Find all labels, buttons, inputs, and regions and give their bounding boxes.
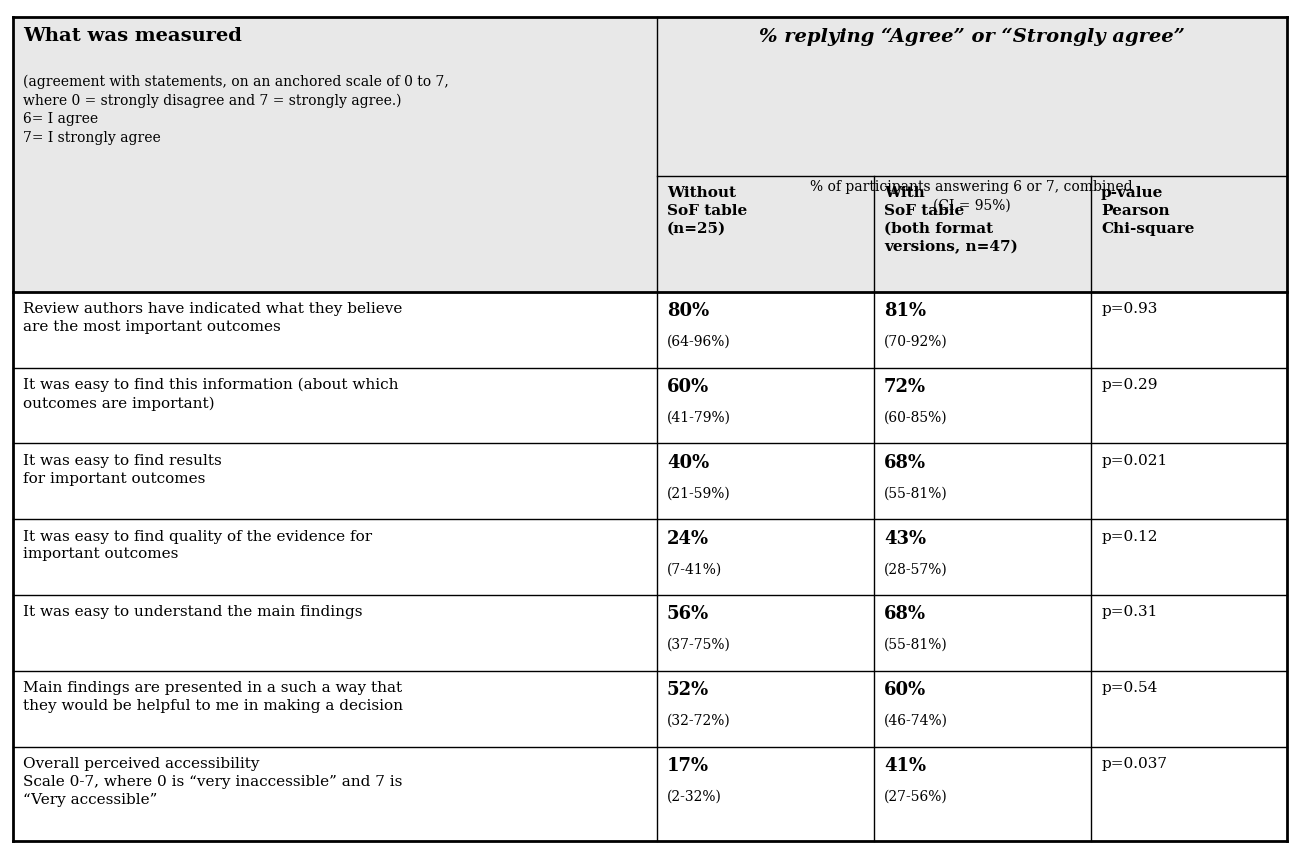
Text: (46-74%): (46-74%) [884,714,948,728]
Text: p=0.29: p=0.29 [1101,378,1157,392]
Text: Overall perceived accessibility
Scale 0-7, where 0 is “very inaccessible” and 7 : Overall perceived accessibility Scale 0-… [23,758,403,807]
Text: 68%: 68% [884,606,926,624]
Text: p=0.31: p=0.31 [1101,606,1157,619]
Text: Without
SoF table
(n=25): Without SoF table (n=25) [667,186,747,236]
Text: 43%: 43% [884,529,926,547]
Text: It was easy to understand the main findings: It was easy to understand the main findi… [23,606,363,619]
Text: (28-57%): (28-57%) [884,562,948,577]
Text: (70-92%): (70-92%) [884,335,948,348]
Text: It was easy to find results
for important outcomes: It was easy to find results for importan… [23,454,222,486]
Text: (21-59%): (21-59%) [667,486,731,500]
Text: (41-79%): (41-79%) [667,410,731,425]
Text: (60-85%): (60-85%) [884,410,948,425]
Text: % of participants answering 6 or 7, combined
(CI = 95%): % of participants answering 6 or 7, comb… [810,180,1134,213]
Text: (7-41%): (7-41%) [667,562,723,577]
Text: (agreement with statements, on an anchored scale of 0 to 7,
where 0 = strongly d: (agreement with statements, on an anchor… [23,75,450,145]
Text: 68%: 68% [884,454,926,472]
Text: (32-72%): (32-72%) [667,714,731,728]
Text: (37-75%): (37-75%) [667,638,731,652]
Text: p=0.037: p=0.037 [1101,758,1167,771]
Text: What was measured: What was measured [23,27,242,45]
Text: 72%: 72% [884,378,926,396]
Text: 60%: 60% [884,681,927,699]
Text: With
SoF table
(both format
versions, n=47): With SoF table (both format versions, n=… [884,186,1018,254]
Text: 17%: 17% [667,758,708,776]
Text: It was easy to find this information (about which
outcomes are important): It was easy to find this information (ab… [23,378,399,411]
Text: (27-56%): (27-56%) [884,790,948,804]
Text: (55-81%): (55-81%) [884,638,948,652]
Text: p-value
Pearson
Chi-square: p-value Pearson Chi-square [1101,186,1195,236]
Text: Review authors have indicated what they believe
are the most important outcomes: Review authors have indicated what they … [23,302,403,334]
Text: 56%: 56% [667,606,710,624]
Text: 80%: 80% [667,302,710,320]
Text: p=0.12: p=0.12 [1101,529,1157,544]
Text: (55-81%): (55-81%) [884,486,948,500]
Text: 52%: 52% [667,681,710,699]
Text: Main findings are presented in a such a way that
they would be helpful to me in : Main findings are presented in a such a … [23,681,403,713]
Text: p=0.021: p=0.021 [1101,454,1167,468]
Text: p=0.54: p=0.54 [1101,681,1157,695]
Text: % replying “Agree” or “Strongly agree”: % replying “Agree” or “Strongly agree” [759,27,1184,45]
Text: (2-32%): (2-32%) [667,790,722,804]
Text: It was easy to find quality of the evidence for
important outcomes: It was easy to find quality of the evide… [23,529,373,561]
Text: 41%: 41% [884,758,926,776]
Text: 24%: 24% [667,529,708,547]
Text: p=0.93: p=0.93 [1101,302,1157,316]
Text: 40%: 40% [667,454,710,472]
Text: 60%: 60% [667,378,710,396]
Text: 81%: 81% [884,302,926,320]
Text: (64-96%): (64-96%) [667,335,731,348]
